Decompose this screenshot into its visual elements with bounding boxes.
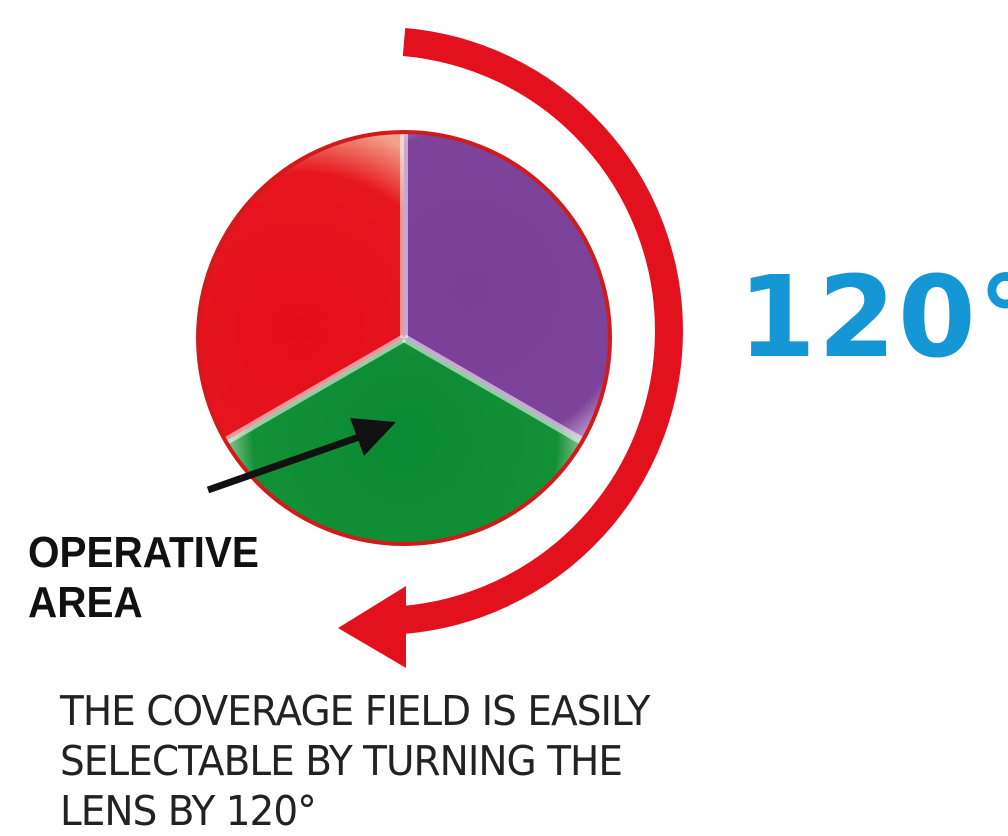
- caption-line2: SELECTABLE BY TURNING THE: [60, 737, 623, 785]
- caption-line3: LENS BY 120°: [60, 787, 317, 835]
- sector-seams: [223, 132, 585, 445]
- rotation-angle-label: 120°: [738, 253, 1008, 383]
- rotation-arrow-arc: [400, 28, 683, 634]
- operative-area-label: OPERATIVE AREA: [28, 528, 259, 628]
- caption-line1: THE COVERAGE FIELD IS EASILY: [60, 687, 650, 735]
- green-sector: [226, 338, 582, 544]
- operative-area-label-line2: AREA: [28, 578, 143, 627]
- pointer-arrow-line: [206, 432, 364, 494]
- operative-area-label-line1: OPERATIVE: [28, 528, 259, 577]
- caption: THE COVERAGE FIELD IS EASILY SELECTABLE …: [60, 686, 744, 836]
- lens-rim: [196, 130, 612, 546]
- rotation-arrow-head: [338, 586, 406, 668]
- pointer-arrow-head: [350, 418, 396, 456]
